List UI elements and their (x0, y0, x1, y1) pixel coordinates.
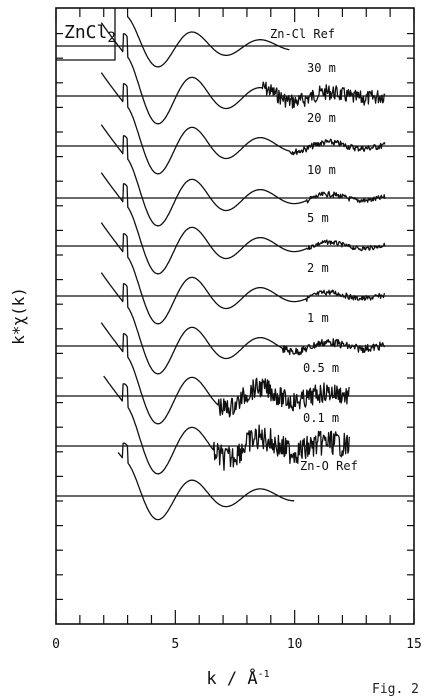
series-label: Zn-Cl Ref (270, 27, 335, 41)
plot-frame (55, 7, 415, 625)
x-tick-label: 5 (171, 637, 179, 652)
series-trace (100, 322, 350, 425)
series-trace (117, 442, 295, 521)
series-trace (100, 22, 386, 125)
figure-caption: Fig. 2 (372, 682, 419, 697)
series-label: 0.5 m (303, 361, 339, 375)
chart-title: ZnCl2 (64, 22, 116, 46)
series-label: 5 m (307, 211, 329, 225)
series-trace (100, 272, 386, 375)
series-trace (103, 375, 350, 475)
x-tick-label: 0 (52, 637, 60, 652)
series-label: 0.1 m (303, 411, 339, 425)
series-trace (100, 124, 386, 227)
series-label: 2 m (307, 261, 329, 275)
title-box (56, 8, 116, 61)
series-trace (100, 222, 386, 325)
series-trace (100, 172, 386, 275)
series-label: Zn-O Ref (300, 459, 358, 473)
series-label: 20 m (307, 111, 336, 125)
x-tick-label: 15 (406, 637, 422, 652)
series-trace (127, 16, 290, 68)
x-tick-label: 10 (287, 637, 303, 652)
x-axis-label: k / Å-1 (206, 667, 269, 689)
series-label: 1 m (307, 311, 329, 325)
series-trace (100, 72, 386, 175)
series-label: 30 m (307, 61, 336, 75)
series-label: 10 m (307, 163, 336, 177)
y-axis-label: k*χ(k) (9, 287, 28, 345)
